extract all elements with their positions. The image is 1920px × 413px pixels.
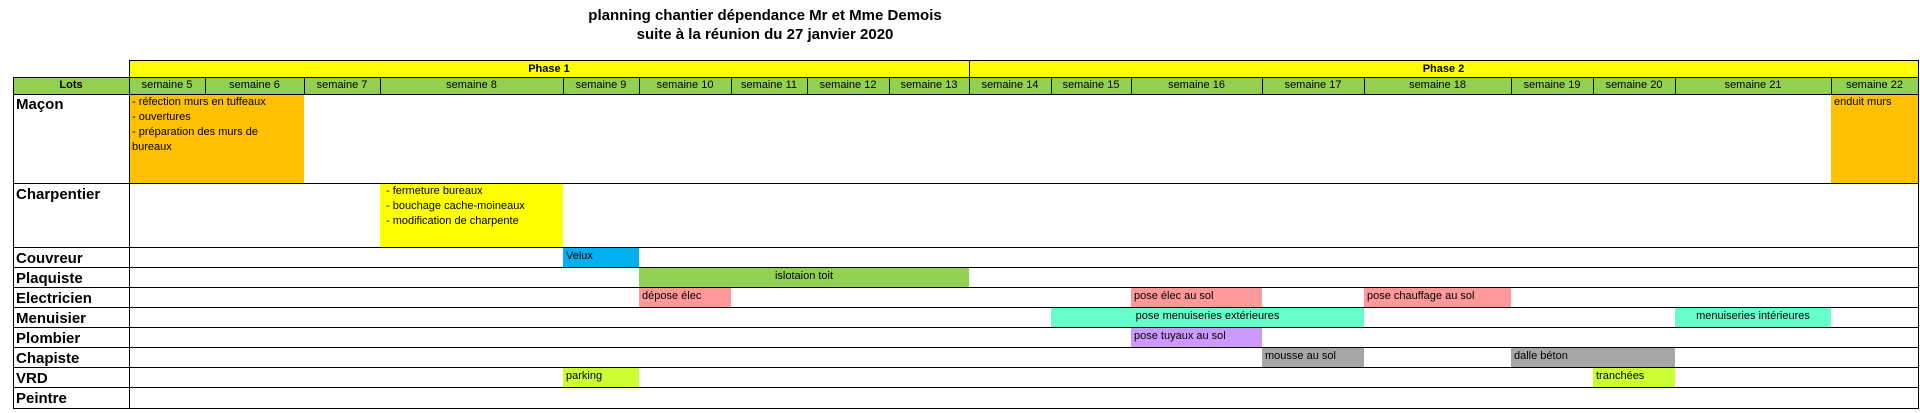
week-header: semaine 8: [380, 77, 563, 94]
task-electricien-depose: dépose élec: [639, 288, 731, 307]
lot-label: Chapiste: [16, 350, 80, 367]
task-chapiste-dalle: dalle béton: [1511, 348, 1675, 367]
week-header: semaine 9: [563, 77, 639, 94]
week-header: semaine 14: [969, 77, 1051, 94]
week-header: semaine 13: [889, 77, 969, 94]
lots-header: Lots: [13, 77, 129, 94]
week-header: semaine 20: [1593, 77, 1675, 94]
task-macon-enduit: enduit murs: [1831, 94, 1918, 183]
week-header: semaine 6: [205, 77, 304, 94]
title-line-2: suite à la réunion du 27 janvier 2020: [636, 26, 894, 43]
lot-label: Menuisier: [16, 310, 87, 327]
week-header: semaine 21: [1675, 77, 1831, 94]
task-vrd-tranchees: tranchées: [1593, 368, 1675, 387]
task-plombier: pose tuyaux au sol: [1131, 328, 1262, 347]
week-header: semaine 19: [1511, 77, 1593, 94]
lot-label: Charpentier: [16, 186, 101, 203]
lot-label: VRD: [16, 370, 48, 387]
title-line-1: planning chantier dépendance Mr et Mme D…: [588, 7, 942, 24]
task-charpentier: - fermeture bureaux - bouchage cache-moi…: [380, 183, 563, 247]
week-header: semaine 5: [129, 77, 205, 94]
week-header: semaine 17: [1262, 77, 1364, 94]
task-electricien-pose-sol: pose élec au sol: [1131, 288, 1262, 307]
week-header: semaine 15: [1051, 77, 1131, 94]
week-header: semaine 7: [304, 77, 380, 94]
task-menuisier-exterieures: pose menuiseries extérieures: [1051, 308, 1364, 327]
lot-label: Peintre: [16, 390, 67, 407]
lot-label: Electricien: [16, 290, 92, 307]
task-chapiste-mousse: mousse au sol: [1262, 348, 1364, 367]
task-menuisier-interieures: menuiseries intérieures: [1675, 308, 1831, 327]
lot-label: Maçon: [16, 96, 64, 113]
lot-label: Plombier: [16, 330, 81, 347]
week-header: semaine 10: [639, 77, 731, 94]
task-plaquiste: islotaion toit: [639, 268, 969, 287]
phase-2-header: Phase 2: [969, 61, 1918, 77]
task-electricien-chauffage: pose chauffage au sol: [1364, 288, 1511, 307]
week-header: semaine 11: [731, 77, 807, 94]
phase-1-header: Phase 1: [129, 61, 969, 77]
week-header: semaine 22: [1831, 77, 1918, 94]
week-header: semaine 12: [807, 77, 889, 94]
page-title: planning chantier dépendance Mr et Mme D…: [435, 6, 1095, 44]
lot-label: Plaquiste: [16, 270, 83, 287]
lot-label: Couvreur: [16, 250, 83, 267]
task-vrd-parking: parking: [563, 368, 639, 387]
week-header: semaine 18: [1364, 77, 1511, 94]
task-macon-refection: - réfection murs en tuffeaux - ouverture…: [129, 94, 304, 183]
week-header: semaine 16: [1131, 77, 1262, 94]
task-couvreur-velux: Velux: [563, 248, 639, 267]
